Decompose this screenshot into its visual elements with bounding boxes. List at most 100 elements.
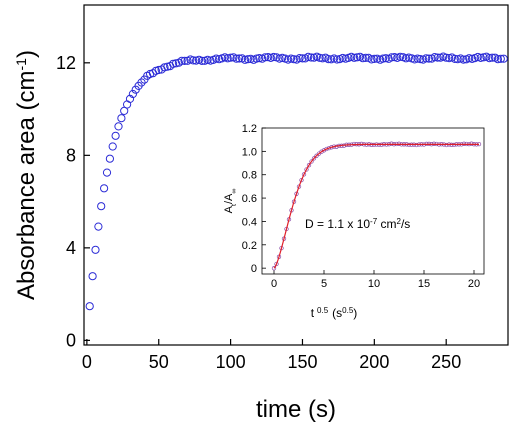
inset-y-axis-label: At/A∞ (223, 189, 238, 214)
main-data-point (450, 54, 459, 64)
main-data-point (433, 53, 442, 62)
main-data-point (88, 272, 97, 281)
main-data-point (453, 55, 462, 64)
main-data-point (485, 54, 494, 63)
inset-fit-line (273, 143, 479, 269)
main-data-point (350, 53, 359, 62)
inset-data-point (309, 159, 314, 164)
main-data-point (169, 59, 178, 68)
inset-y-tick-label: 0 (251, 263, 257, 275)
main-data-point (424, 54, 433, 63)
inset-data-point (271, 266, 277, 271)
inset-annotation: D = 1.1 x 10-7 cm2/s (305, 217, 410, 232)
main-data-point (298, 54, 307, 63)
main-data-point (100, 184, 109, 193)
main-data-point (416, 55, 425, 64)
main-data-point (111, 131, 120, 140)
main-data-point (85, 302, 94, 311)
inset-data-point (296, 184, 302, 189)
main-data-points (85, 52, 508, 311)
main-x-axis-label: time (s) (256, 396, 336, 423)
main-y-axis-label: Absorbance area (cm-1) (13, 50, 40, 300)
inset-plot-frame (261, 127, 485, 275)
inset-data-point (274, 261, 279, 267)
main-data-point (413, 54, 422, 63)
inset-x-tick-label: 5 (321, 278, 327, 290)
main-data-point (378, 54, 388, 63)
inset-x-axis-label: t 0.5 (s0.5) (311, 306, 358, 321)
main-data-point (367, 55, 376, 64)
inset-background (230, 110, 500, 295)
inset-data-point (469, 141, 474, 146)
main-data-point (102, 168, 112, 177)
inset-x-tick-label: 0 (271, 278, 277, 290)
inset-data-point (321, 148, 327, 153)
main-y-tick-label: 8 (66, 145, 76, 165)
main-data-point (332, 55, 342, 64)
main-data-point (177, 56, 186, 65)
main-data-point (189, 56, 198, 65)
main-data-point (255, 54, 264, 63)
main-data-point (180, 56, 189, 66)
main-x-tick-label: 100 (216, 352, 246, 372)
main-data-point (212, 54, 221, 63)
main-data-point (488, 53, 497, 62)
main-data-point (295, 54, 304, 63)
main-data-point (430, 53, 439, 62)
main-data-point (128, 89, 137, 99)
main-x-tick-label: 0 (82, 352, 92, 372)
inset-data-point (311, 156, 317, 161)
inset-data-point (306, 163, 312, 168)
main-data-point (442, 53, 451, 62)
main-data-point (160, 63, 169, 72)
main-data-point (108, 142, 117, 151)
main-data-point (240, 55, 250, 64)
main-y-tick-label: 4 (66, 238, 76, 258)
main-data-point (105, 154, 115, 163)
main-data-point (358, 54, 367, 63)
main-data-point (324, 55, 333, 64)
main-data-point (459, 55, 468, 64)
inset-y-tick-label: 0.8 (242, 170, 257, 182)
main-data-point (479, 53, 488, 62)
main-data-point (278, 53, 287, 63)
main-x-tick-label: 50 (149, 352, 169, 372)
main-data-point (235, 54, 244, 63)
inset-y-tick-label: 0.6 (242, 193, 257, 205)
main-data-point (496, 54, 505, 63)
main-data-point (289, 55, 298, 64)
main-x-tick-label: 150 (287, 352, 317, 372)
main-data-point (261, 53, 270, 62)
main-data-point (476, 53, 485, 63)
main-plot-frame (83, 4, 509, 346)
main-data-point (252, 54, 261, 63)
main-data-point (318, 54, 327, 63)
main-x-tick-label: 200 (359, 352, 389, 372)
main-data-point (338, 53, 347, 63)
inset-y-tick-label: 0.2 (242, 240, 257, 252)
main-data-point (361, 53, 370, 63)
main-data-point (125, 94, 135, 104)
main-data-point (370, 54, 379, 64)
main-data-point (269, 52, 278, 62)
inset-y-tick-label: 1.0 (242, 146, 257, 158)
inset-x-tick-label: 10 (368, 278, 380, 290)
inset-data-point (314, 153, 319, 158)
main-data-point (353, 53, 362, 62)
main-data-point (114, 122, 123, 131)
main-data-point (171, 59, 181, 68)
main-data-point (286, 54, 296, 63)
inset-x-tick-label: 15 (418, 278, 430, 290)
inset-data-point (299, 177, 304, 183)
main-y-tick-label: 12 (56, 53, 76, 73)
main-data-point (91, 245, 100, 254)
main-y-tick-label: 0 (66, 330, 76, 350)
main-data-point (137, 78, 146, 87)
main-data-point (206, 56, 215, 65)
inset-data-point (389, 141, 394, 146)
inset-x-tick-label: 20 (468, 278, 480, 290)
main-x-tick-label: 250 (431, 352, 461, 372)
main-data-point (223, 54, 232, 63)
